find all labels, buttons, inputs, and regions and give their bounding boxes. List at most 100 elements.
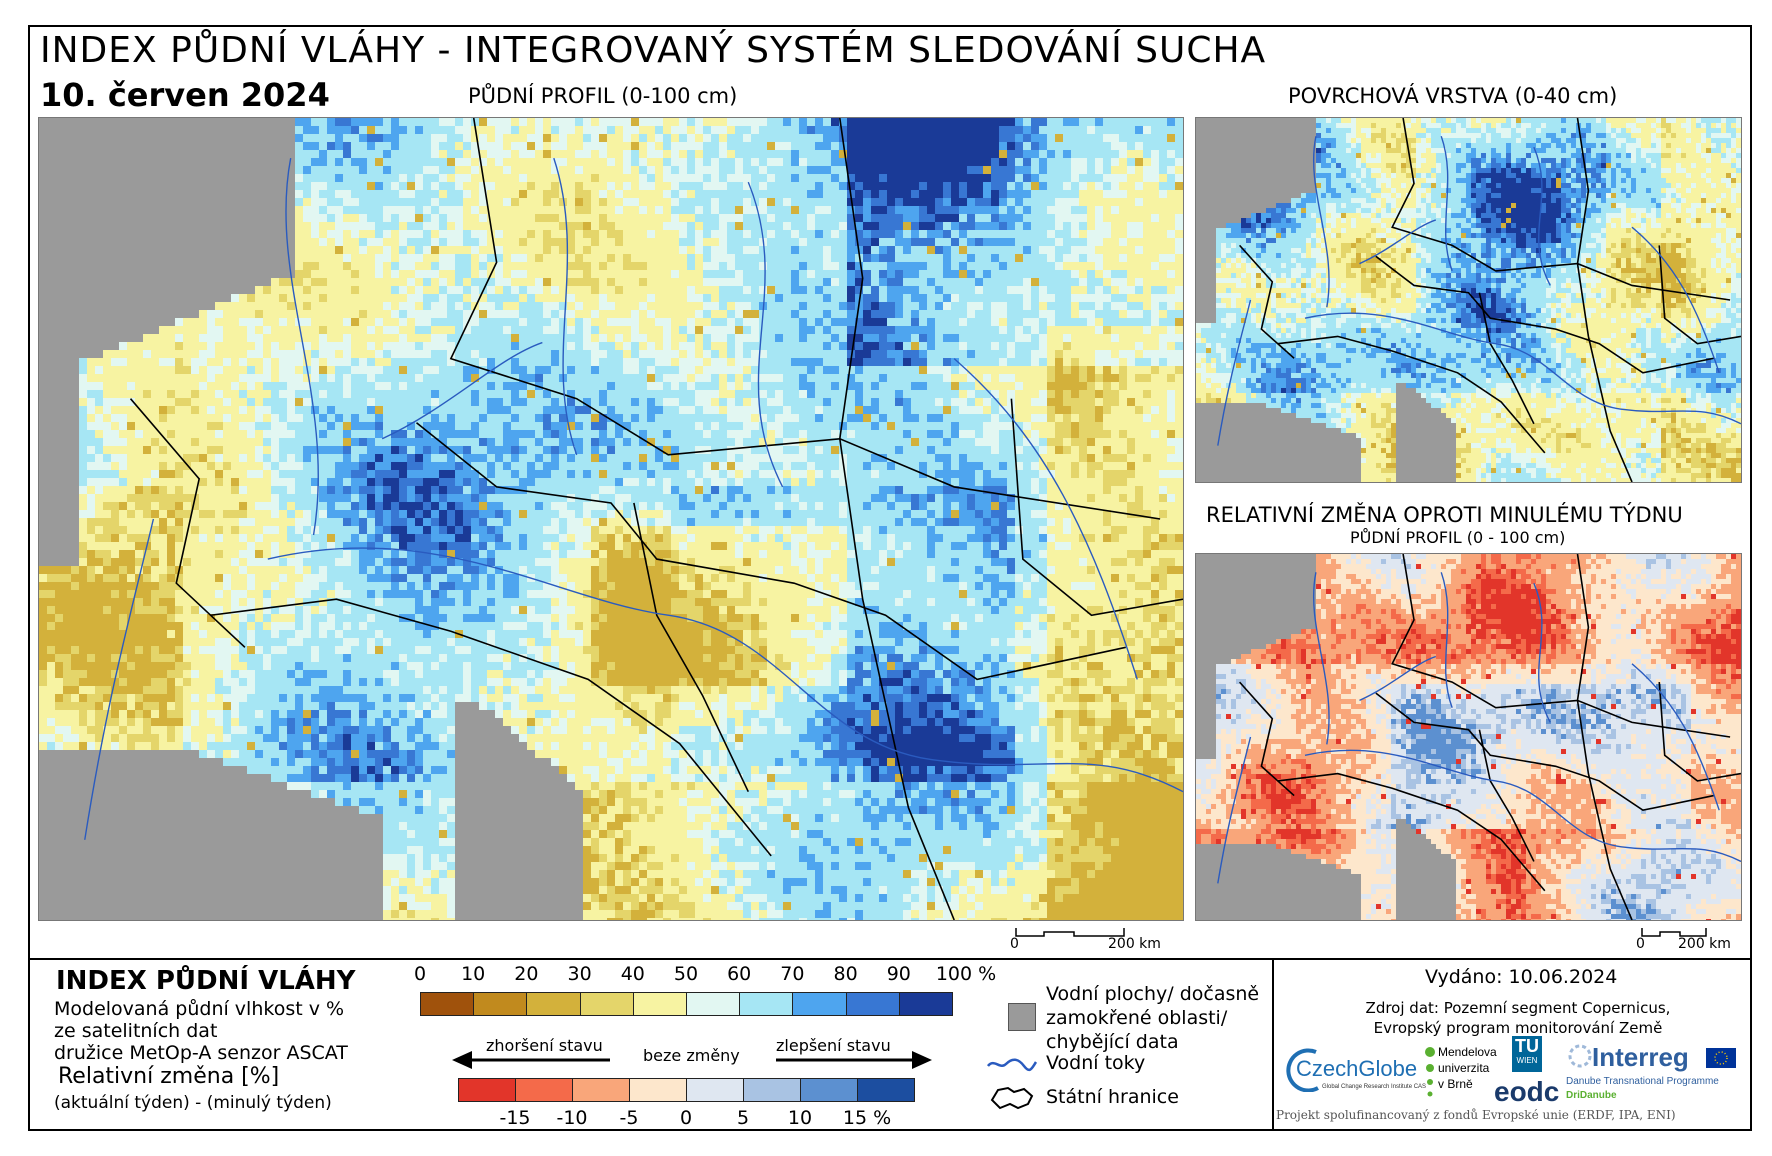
moisture-tick-label: 10 [461, 963, 485, 985]
data-source: Zdroj dat: Pozemní segment Copernicus, E… [1298, 998, 1738, 1038]
change-swatch [458, 1078, 516, 1102]
no-change-label: beze změny [643, 1046, 740, 1065]
river-key-icon [987, 1058, 1038, 1072]
state-border [416, 422, 1126, 681]
mendel-name: Mendelova univerzita v Brně [1438, 1044, 1497, 1092]
surface-layer-map [1195, 117, 1742, 483]
river-line [1312, 136, 1330, 308]
legend-desc-line1: Modelovaná půdní vlhkost v % [54, 998, 348, 1020]
moisture-tick-label: 20 [514, 963, 538, 985]
change-swatch [515, 1078, 573, 1102]
change-swatch [686, 1078, 744, 1102]
moisture-tick-label: 60 [727, 963, 751, 985]
state-border [1239, 244, 1295, 359]
moisture-swatch [792, 992, 847, 1016]
river-line [1312, 572, 1330, 745]
info-divider [1272, 958, 1274, 1131]
czechglobe-logo[interactable]: CzechGlobe Global Change Research Instit… [1280, 1044, 1426, 1100]
page-title: INDEX PŮDNÍ VLÁHY - INTEGROVANÝ SYSTÉM S… [40, 30, 1266, 71]
issued-date: Vydáno: 10.06.2024 [1425, 966, 1617, 988]
state-border [1391, 554, 1731, 738]
relative-change-title: Relativní změna [%] [58, 1064, 279, 1089]
legend-title: INDEX PŮDNÍ VLÁHY [56, 966, 356, 996]
tu-wien-logo[interactable]: TU WIEN [1512, 1036, 1542, 1072]
mendel-line3: v Brně [1438, 1076, 1497, 1092]
eodc-logo[interactable]: eodc [1494, 1076, 1559, 1108]
change-tick-label: 0 [680, 1107, 692, 1129]
river-line [1304, 749, 1741, 863]
river-line [1440, 572, 1453, 708]
change-map-label: RELATIVNÍ ZMĚNA OPROTI MINULÉMU TÝDNU [1206, 503, 1683, 527]
main-scale-distance: 200 km [1108, 936, 1161, 952]
mendel-line1: Mendelova [1438, 1044, 1497, 1060]
interreg-name: Interreg [1592, 1042, 1689, 1073]
state-border [1277, 772, 1546, 892]
state-border [129, 398, 246, 648]
interreg-project: DriDanube [1566, 1090, 1617, 1101]
moisture-tick-label: 80 [834, 963, 858, 985]
tu-wien-label: WIEN [1512, 1056, 1542, 1066]
river-line [1217, 736, 1252, 884]
river-line [1217, 299, 1252, 446]
source-line2: Evropský program monitorování Země [1298, 1018, 1738, 1038]
moisture-tick-label: 50 [674, 963, 698, 985]
moisture-swatch [739, 992, 794, 1016]
czechglobe-subtitle: Global Change Research Institute CAS [1322, 1084, 1426, 1090]
moisture-tick-label: 0 [414, 963, 426, 985]
main-map-label: PŮDNÍ PROFIL (0-100 cm) [468, 84, 737, 108]
state-border [1478, 292, 1535, 425]
state-border [1277, 335, 1546, 454]
change-tick-label: -5 [620, 1107, 639, 1129]
state-border [633, 502, 750, 793]
main-scale-zero: 0 [1010, 936, 1019, 952]
moisture-swatch [632, 992, 687, 1016]
river-line [267, 547, 1183, 793]
state-border [449, 118, 1161, 520]
state-border [1239, 681, 1295, 797]
state-border [1576, 118, 1633, 482]
relative-change-map [1195, 553, 1742, 921]
state-border [1576, 554, 1633, 920]
change-map-sublabel: PŮDNÍ PROFIL (0 - 100 cm) [1350, 528, 1565, 547]
state-border [1478, 729, 1535, 862]
state-border [1375, 692, 1714, 812]
small-scale-distance: 200 km [1678, 936, 1731, 952]
state-border [1375, 255, 1714, 374]
czechglobe-name: CzechGlobe [1296, 1056, 1417, 1082]
interreg-swirl-icon [1568, 1044, 1592, 1068]
river-line [1440, 135, 1453, 272]
state-border [1391, 118, 1731, 301]
moisture-swatch [420, 992, 475, 1016]
river-line [1631, 226, 1720, 374]
tu-label: TU [1512, 1036, 1542, 1056]
river-line [1631, 663, 1720, 811]
moisture-tick-label: 70 [780, 963, 804, 985]
state-border [1658, 245, 1741, 345]
change-swatch [743, 1078, 801, 1102]
river-line [381, 341, 543, 440]
source-line1: Zdroj dat: Pozemní segment Copernicus, [1298, 998, 1738, 1018]
state-border [838, 118, 955, 920]
relative-change-subtitle: (aktuální týden) - (minulý týden) [54, 1093, 332, 1113]
interreg-logo[interactable]: Interreg Danube Transnational Programme … [1566, 1040, 1740, 1106]
change-tick-label: -10 [556, 1107, 587, 1129]
water-key-line2: zamokřené oblasti/ [1046, 1006, 1259, 1030]
river-line [553, 157, 578, 456]
water-key-line1: Vodní plochy/ dočasně [1046, 982, 1259, 1006]
moisture-swatch [473, 992, 528, 1016]
better-label: zlepšení stavu [776, 1036, 891, 1055]
border-key-icon [990, 1086, 1034, 1110]
change-direction-arrows [452, 1051, 932, 1069]
moisture-tick-label: 100 % [936, 963, 996, 985]
eu-flag-icon [1706, 1048, 1736, 1068]
mendel-dots-icon [1425, 1047, 1435, 1097]
funding-footer: Projekt spolufinancovaný z fondů Evropsk… [1276, 1108, 1676, 1122]
small-scale-zero: 0 [1636, 936, 1645, 952]
state-border [1010, 398, 1183, 617]
mendel-line2: univerzita [1438, 1060, 1497, 1076]
mendel-university-logo[interactable]: Mendelova univerzita v Brně [1424, 1044, 1504, 1104]
river-line [953, 358, 1138, 680]
moisture-tick-label: 90 [887, 963, 911, 985]
change-swatch [629, 1078, 687, 1102]
change-swatch [572, 1078, 630, 1102]
